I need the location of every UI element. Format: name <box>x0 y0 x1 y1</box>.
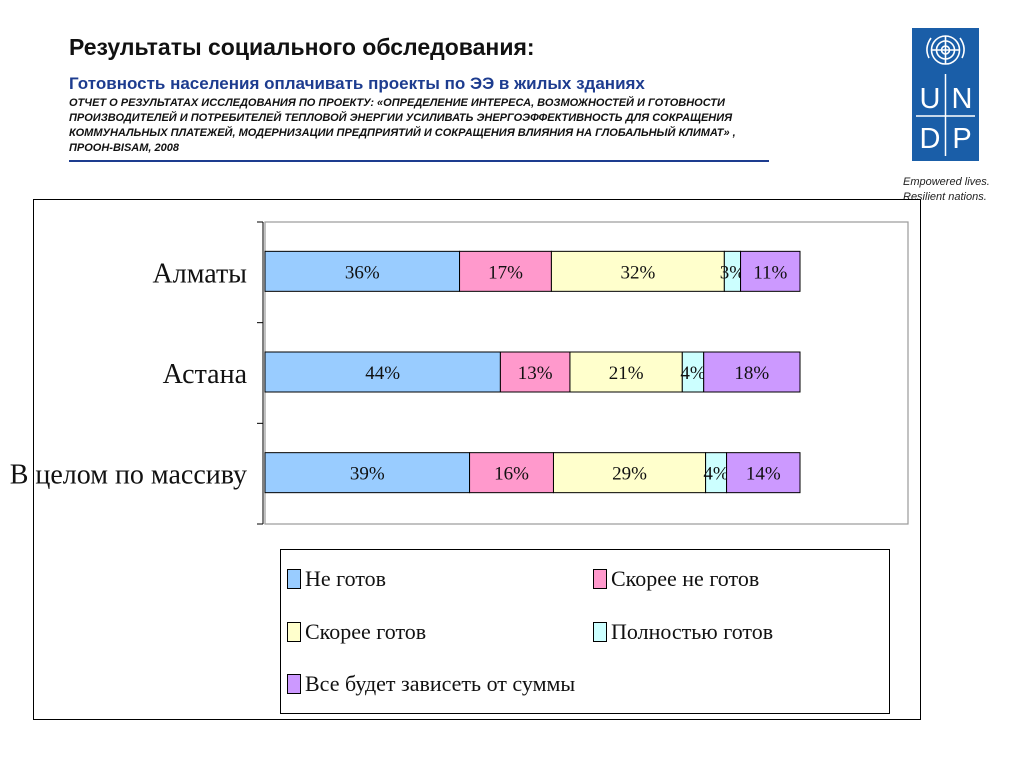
report-line-1: ОТЧЕТ О РЕЗУЛЬТАТАХ ИССЛЕДОВАНИЯ ПО ПРОЕ… <box>69 97 725 109</box>
logo-letter-p: P <box>952 123 971 155</box>
slide-subtitle: Готовность населения оплачивать проекты … <box>69 74 645 93</box>
legend-label: Полностью готов <box>611 619 774 644</box>
data-label: 29% <box>612 464 647 485</box>
legend-swatch <box>287 674 301 694</box>
data-label: 18% <box>734 363 769 384</box>
legend-swatch <box>287 622 301 642</box>
legend-swatch <box>287 569 301 589</box>
data-label: 4% <box>680 363 706 384</box>
legend-label: Не готов <box>305 566 387 591</box>
data-label: 16% <box>494 464 529 485</box>
category-label-в-целом-по-массиву: В целом по массиву <box>10 460 247 491</box>
legend-swatch <box>593 569 607 589</box>
logo-letter-d: D <box>920 123 941 155</box>
data-label: 14% <box>746 464 781 485</box>
bar-segment-скорее-не-готов <box>459 250 552 292</box>
undp-logo: U N D P <box>912 28 979 161</box>
tagline-line-1: Empowered lives. <box>903 176 990 188</box>
report-line-4: ПРООН-BISAM, 2008 <box>69 142 179 154</box>
legend-item-zavisit-ot-summy: Все будет зависеть от суммы <box>287 671 575 697</box>
legend-label: Все будет зависеть от суммы <box>305 671 576 696</box>
slide-title: Результаты социального обследования: <box>69 34 535 60</box>
report-reference: ОТЧЕТ О РЕЗУЛЬТАТАХ ИССЛЕДОВАНИЯ ПО ПРОЕ… <box>69 96 869 156</box>
bar-segment-скорее-готов <box>552 452 707 494</box>
bar-segment-не-готов <box>264 250 461 292</box>
legend-label: Скорее готов <box>305 619 427 644</box>
category-label-алматы: Алматы <box>153 258 248 289</box>
report-line-2: ПРОИЗВОДИТЕЛЕЙ И ПОТРЕБИТЕЛЕЙ ТЕПЛОВОЙ Э… <box>69 112 733 124</box>
un-emblem-icon <box>926 35 965 65</box>
data-label: 21% <box>609 363 644 384</box>
data-label: 3% <box>720 262 746 283</box>
legend-swatch <box>593 622 607 642</box>
data-label: 13% <box>518 363 553 384</box>
bar-segment-скорее-готов <box>550 250 725 292</box>
data-label: 44% <box>365 363 400 384</box>
chart-frame <box>33 199 921 720</box>
bar-segment-все-будет-зависеть-от-суммы <box>726 452 801 494</box>
undp-logo-graphic: U N D P <box>916 35 975 156</box>
tagline-line-2: Resilient nations. <box>903 191 987 203</box>
legend-item-polnostyu-gotov: Полностью готов <box>593 619 773 645</box>
legend-item-skoree-ne-gotov: Скорее не готов <box>593 566 759 592</box>
category-label-астана: Астана <box>163 359 248 390</box>
data-label: 32% <box>620 262 655 283</box>
bar-segment-не-готов <box>264 452 471 494</box>
undp-tagline: Empowered lives. Resilient nations. <box>903 175 990 205</box>
bar-segment-все-будет-зависеть-от-суммы <box>740 250 801 292</box>
report-line-3: КОММУНАЛЬНЫХ ПЛАТЕЖЕЙ, МОДЕРНИЗАЦИИ ПРЕД… <box>69 127 736 139</box>
logo-letter-n: N <box>952 83 973 115</box>
data-label: 36% <box>345 262 380 283</box>
bar-segment-скорее-не-готов <box>469 452 554 494</box>
logo-letter-u: U <box>920 83 941 115</box>
legend-label: Скорее не готов <box>611 566 760 591</box>
data-label: 11% <box>753 262 787 283</box>
legend-item-skoree-gotov: Скорее готов <box>287 619 426 645</box>
data-label: 39% <box>350 464 385 485</box>
bar-segment-все-будет-зависеть-от-суммы <box>703 351 801 393</box>
title-divider <box>69 160 769 162</box>
chart-legend: Не готов Скорее не готов Скорее готов По… <box>280 549 890 714</box>
bar-segment-скорее-не-готов <box>499 351 571 393</box>
legend-item-ne-gotov: Не готов <box>287 566 386 592</box>
data-label: 4% <box>703 464 729 485</box>
data-label: 17% <box>488 262 523 283</box>
